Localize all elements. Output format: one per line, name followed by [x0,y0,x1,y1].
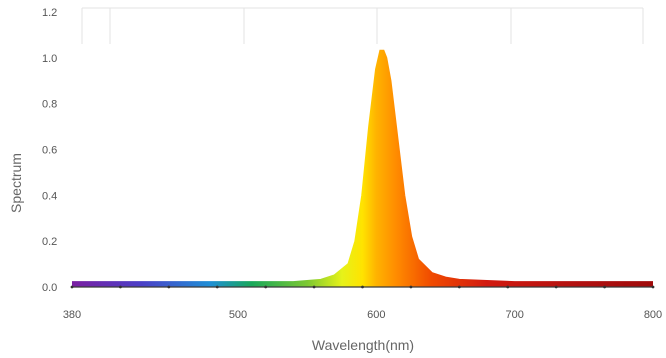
x-axis-marker [506,285,510,289]
x-axis-marker [312,285,316,289]
x-axis-marker [215,285,219,289]
y-tick-label: 1.0 [42,53,57,65]
x-axis-title: Wavelength(nm) [312,337,414,353]
y-tick-labels: 0.0 0.2 0.4 0.6 0.8 1.0 1.2 [42,7,57,294]
x-axis-marker [70,285,74,289]
x-axis-marker [651,285,655,289]
y-tick-label: 0.4 [42,190,57,202]
spectrum-line [72,49,653,284]
x-axis-marker [554,285,558,289]
grid-lines [81,7,644,44]
x-tick-label: 500 [229,309,247,321]
spectrum-area [72,49,653,287]
x-tick-label: 600 [367,309,385,321]
x-tick-labels: 380 500 600 700 800 [63,309,662,321]
y-tick-label: 1.2 [42,7,57,19]
x-axis-marker [457,285,461,289]
x-tick-label: 700 [505,309,523,321]
x-axis-marker [409,285,413,289]
axes [70,285,655,289]
spectrum-fill [72,51,653,287]
x-axis-marker [603,285,606,289]
x-axis-marker [264,285,268,289]
y-axis-title: Spectrum [8,153,24,213]
x-tick-label: 380 [63,309,81,321]
y-tick-label: 0.8 [42,99,57,111]
y-tick-label: 0.2 [42,236,57,248]
x-axis-marker [167,285,171,289]
x-tick-label: 800 [644,309,662,321]
x-axis-marker [361,285,364,289]
x-axis-marker [119,285,122,289]
y-tick-label: 0.6 [42,145,57,157]
y-tick-label: 0.0 [42,282,57,294]
